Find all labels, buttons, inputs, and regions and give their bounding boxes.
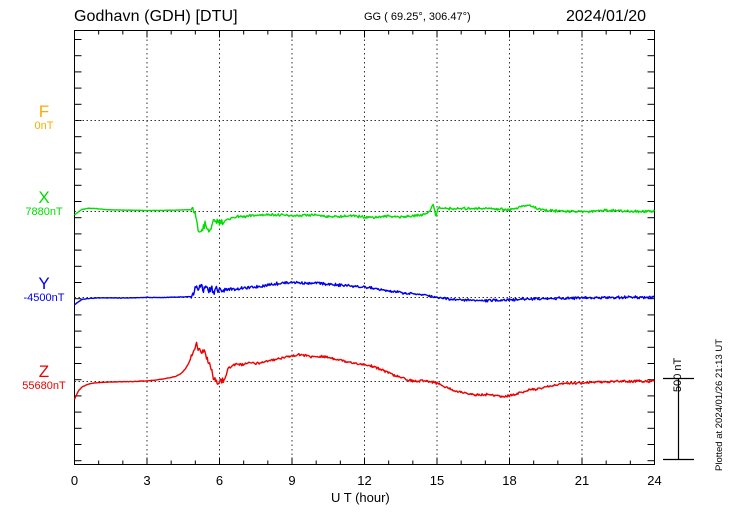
component-label-z: Z 55680nT [10,363,78,392]
x-tick-label-6: 6 [215,473,224,488]
trace-z [73,341,655,400]
scale-bar-label: 500 nT [672,357,684,392]
x-tick-label-24: 24 [647,473,662,488]
plotted-at-timestamp: Plotted at 2024/01/26 21:13 UT [714,338,725,471]
component-label-x: X 7880nT [12,189,76,218]
observation-date: 2024/01/20 [566,8,647,25]
x-tick-label-15: 15 [429,473,445,488]
x-tick-label-12: 12 [357,473,372,488]
component-label-y: Y -4500nT [10,275,78,304]
x-tick-label-9: 9 [288,473,296,488]
component-baseline-x: 7880nT [25,205,63,218]
trace-y [74,280,655,306]
component-symbol-f: F [38,102,50,121]
x-tick-label-3: 3 [143,473,151,488]
grid-lines [146,30,583,465]
axis-ticks [74,30,655,465]
component-symbol-z: Z [38,362,50,381]
component-traces [73,203,656,400]
scale-bar [663,377,694,461]
component-baseline-f: 0nT [34,119,54,132]
trace-x [74,203,656,233]
x-axis-title: U T (hour) [331,490,390,505]
x-tick-label-21: 21 [574,473,590,488]
component-symbol-x: X [38,188,50,207]
station-title: Godhavn (GDH) [DTU] [74,8,238,25]
component-baseline-y: -4500nT [23,291,65,304]
component-baseline-z: 55680nT [22,379,66,392]
component-label-f: F 0nT [16,103,72,132]
x-tick-label-0: 0 [70,473,79,488]
geographic-coordinates: GG ( 69.25°, 306.47°) [364,11,471,23]
component-symbol-y: Y [38,274,50,293]
x-tick-label-18: 18 [502,473,517,488]
